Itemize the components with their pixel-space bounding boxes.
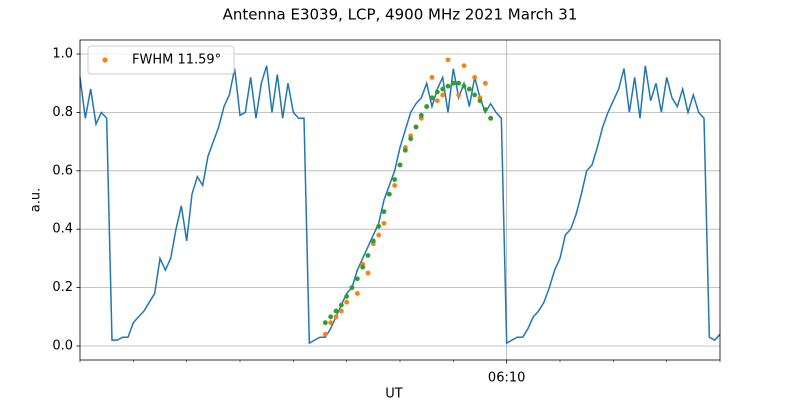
y-tick-label: 0.4 — [52, 222, 73, 237]
data-point — [482, 107, 488, 112]
data-point — [370, 238, 376, 244]
data-point — [381, 220, 387, 226]
data-line — [79, 65, 721, 345]
data-point — [413, 124, 419, 130]
data-point — [392, 177, 398, 182]
data-point — [472, 74, 478, 80]
data-point — [338, 308, 344, 314]
data-point — [365, 253, 371, 258]
data-point — [349, 285, 355, 290]
axes-frame — [79, 39, 721, 361]
data-point — [434, 89, 440, 95]
data-point — [397, 162, 403, 168]
data-point — [466, 86, 472, 92]
x-tick-label: 06:10 — [488, 371, 525, 386]
data-point — [408, 136, 414, 142]
data-point — [461, 83, 467, 89]
y-tick-label: 0.6 — [52, 163, 73, 178]
data-point — [333, 314, 339, 320]
data-point — [344, 299, 350, 305]
data-point — [360, 264, 366, 270]
legend-marker — [102, 57, 108, 63]
y-tick-label: 0.0 — [52, 338, 73, 353]
data-point — [429, 74, 435, 80]
y-axis-label: a.u. — [29, 188, 44, 212]
data-point — [322, 320, 328, 326]
data-point — [424, 104, 430, 109]
data-point — [344, 293, 350, 299]
data-point — [333, 308, 339, 314]
data-point — [440, 92, 446, 98]
legend-box — [87, 45, 235, 75]
y-tick-label: 1.0 — [52, 47, 73, 62]
data-point — [376, 223, 382, 229]
data-point — [440, 86, 446, 92]
y-tick-label: 0.2 — [52, 280, 73, 295]
y-tick-label: 0.8 — [52, 105, 73, 120]
data-point — [456, 92, 462, 98]
data-point — [477, 98, 483, 104]
data-point — [434, 98, 440, 104]
data-point — [445, 57, 451, 63]
data-point — [472, 92, 478, 98]
chart-title: Antenna E3039, LCP, 4900 MHz 2021 March … — [223, 6, 578, 24]
legend-label: FWHM 11.59° — [132, 53, 221, 68]
data-point — [429, 95, 435, 101]
x-axis-label: UT — [385, 387, 403, 400]
data-point — [386, 191, 392, 197]
data-point — [354, 291, 360, 296]
data-point — [488, 115, 494, 121]
data-point — [418, 112, 424, 118]
data-point — [328, 320, 334, 326]
legend: FWHM 11.59° — [87, 45, 235, 75]
data-point — [365, 270, 371, 276]
data-point — [450, 80, 456, 86]
data-point — [445, 83, 451, 89]
data-point — [461, 63, 467, 69]
data-point — [381, 209, 387, 215]
data-point — [338, 302, 344, 308]
data-point — [402, 147, 408, 153]
data-point — [376, 232, 382, 238]
data-point — [456, 80, 462, 86]
data-point — [322, 331, 328, 337]
data-point — [392, 183, 398, 188]
data-point — [354, 276, 360, 282]
data-point — [328, 314, 334, 320]
data-point — [482, 80, 488, 86]
